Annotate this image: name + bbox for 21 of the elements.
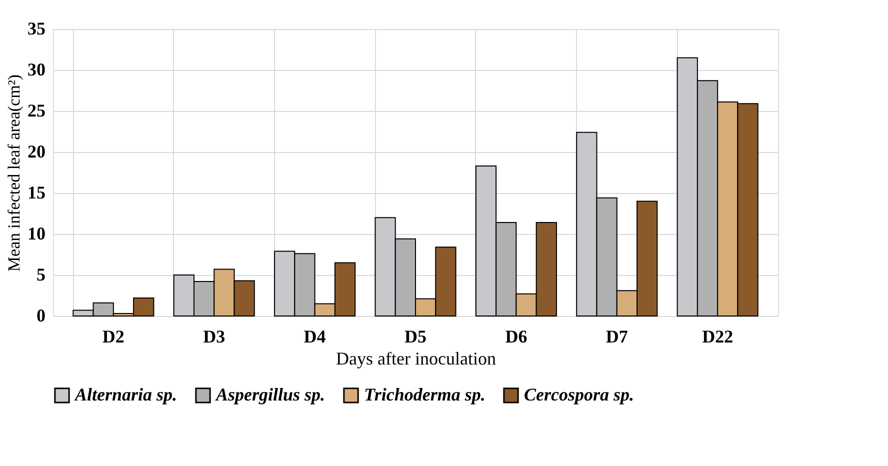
x-tick-label: D5 bbox=[404, 326, 426, 346]
x-tick-label: D2 bbox=[102, 326, 124, 346]
y-axis-title: Mean infected leaf area(cm²) bbox=[4, 74, 24, 272]
y-tick-label: 30 bbox=[28, 60, 46, 80]
x-axis-title: Days after inoculation bbox=[336, 348, 496, 368]
y-tick-label: 15 bbox=[28, 182, 46, 202]
legend-label: Aspergillus sp. bbox=[215, 384, 326, 404]
y-tick-label: 0 bbox=[36, 306, 46, 326]
y-tick-label: 25 bbox=[28, 100, 46, 120]
x-tick-label: D7 bbox=[606, 326, 628, 346]
y-tick-label: 10 bbox=[28, 224, 46, 244]
y-tick-label: 5 bbox=[36, 264, 46, 284]
x-tick-label: D4 bbox=[304, 326, 326, 346]
legend-label: Trichoderma sp. bbox=[364, 384, 486, 404]
legend-label: Alternaria sp. bbox=[74, 384, 178, 404]
x-tick-label: D3 bbox=[203, 326, 226, 346]
x-tick-label: D22 bbox=[702, 326, 734, 346]
y-tick-label: 35 bbox=[28, 18, 46, 38]
legend-label: Cercospora sp. bbox=[524, 384, 634, 404]
x-tick-label: D6 bbox=[505, 326, 528, 346]
y-tick-label: 20 bbox=[28, 142, 46, 162]
